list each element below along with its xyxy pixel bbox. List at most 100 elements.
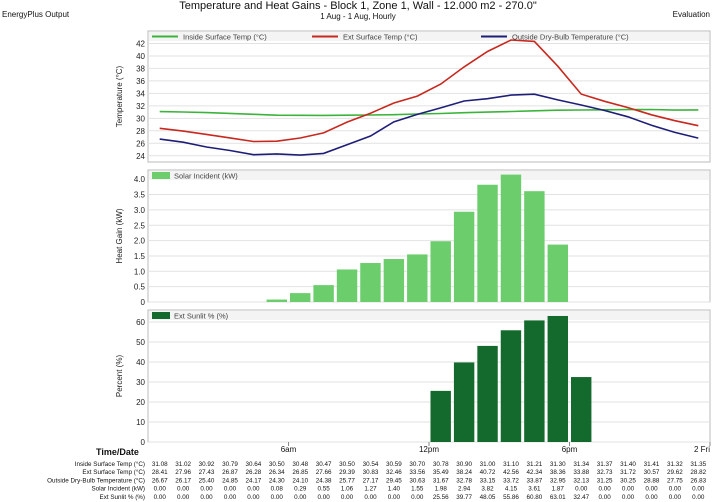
plot-area bbox=[147, 309, 711, 443]
table-cell: 32.78 bbox=[456, 477, 472, 484]
table-cell: 25.40 bbox=[199, 477, 215, 484]
table-cell: 0.00 bbox=[200, 486, 213, 493]
table-cell: 38.24 bbox=[456, 469, 472, 476]
y-tick-label: 3.0 bbox=[134, 206, 146, 215]
y-tick-label: 30 bbox=[136, 378, 145, 387]
table-cell: 24.30 bbox=[269, 477, 285, 484]
table-cell: 26.85 bbox=[292, 469, 308, 476]
bar bbox=[313, 285, 334, 302]
legend-entry: Solar Incident (kW) bbox=[174, 172, 238, 181]
table-cell: 31.40 bbox=[620, 461, 636, 468]
y-tick-label: 4.0 bbox=[134, 175, 146, 184]
table-cell: 0.00 bbox=[154, 486, 167, 493]
y-tick-label: 28 bbox=[136, 127, 145, 136]
panel-1: 24 26 28 30 32 34 36 38 40 42 Temperature (°C) Insi… bbox=[115, 30, 711, 163]
x-tick-label: 2 Fri bbox=[694, 445, 710, 454]
bar bbox=[524, 191, 545, 302]
table-row-label: Inside Surface Temp (°C) bbox=[75, 460, 145, 468]
table-cell: 39.77 bbox=[456, 494, 472, 501]
table-cell: 0.00 bbox=[598, 486, 611, 493]
bar bbox=[290, 293, 311, 302]
table-cell: 28.88 bbox=[644, 477, 660, 484]
bar bbox=[336, 269, 358, 302]
table-cell: 42.34 bbox=[526, 469, 542, 476]
y-tick-label: 24 bbox=[136, 152, 145, 161]
table-cell: 31.02 bbox=[175, 461, 191, 468]
y-tick-label: 40 bbox=[136, 358, 145, 367]
y-tick-label: 0 bbox=[141, 298, 146, 307]
chart-title: Temperature and Heat Gains - Block 1, Zo… bbox=[179, 0, 537, 12]
bar bbox=[547, 244, 568, 302]
panel-3: 0 10 20 30 40 50 60 Percent (%) Ext Sunlit % (%) bbox=[115, 309, 711, 447]
legend-entry: Ext Surface Temp (°C) bbox=[343, 33, 418, 42]
table-cell: 25.77 bbox=[339, 477, 355, 484]
table-cell: 32.13 bbox=[573, 477, 589, 484]
table-cell: 31.67 bbox=[433, 477, 449, 484]
table-cell: 31.30 bbox=[550, 461, 566, 468]
y-tick-label: 32 bbox=[136, 102, 145, 111]
y-tick-label: 40 bbox=[136, 52, 145, 61]
table-cell: 0.00 bbox=[622, 486, 635, 493]
table-cell: 0.00 bbox=[154, 494, 167, 501]
table-cell: 28.41 bbox=[152, 469, 168, 476]
table-cell: 26.17 bbox=[175, 477, 191, 484]
x-axis-label: Time/Date bbox=[96, 447, 139, 457]
table-cell: 0.00 bbox=[271, 494, 284, 501]
table-cell: 31.21 bbox=[526, 461, 542, 468]
table-cell: 0.00 bbox=[247, 486, 260, 493]
legend-entry: Outside Dry-Bulb Temperature (°C) bbox=[512, 33, 629, 42]
table-cell: 27.66 bbox=[316, 469, 332, 476]
table-cell: 27.96 bbox=[175, 469, 191, 476]
table-cell: 29.62 bbox=[667, 469, 683, 476]
y-tick-label: 20 bbox=[136, 398, 145, 407]
legend-entry: Ext Sunlit % (%) bbox=[174, 312, 229, 321]
table-cell: 31.35 bbox=[690, 461, 706, 468]
table-row-label: Solar Incident (kW) bbox=[91, 486, 145, 493]
table-cell: 33.56 bbox=[409, 469, 425, 476]
table-cell: 31.34 bbox=[573, 461, 589, 468]
table-cell: 24.17 bbox=[245, 477, 261, 484]
table-cell: 31.10 bbox=[503, 461, 519, 468]
table-cell: 30.48 bbox=[292, 461, 308, 468]
bar bbox=[571, 377, 592, 442]
table-cell: 4.15 bbox=[505, 486, 518, 493]
table-cell: 0.00 bbox=[224, 486, 237, 493]
table-cell: 30.92 bbox=[199, 461, 215, 468]
evaluation-label: Evaluation bbox=[672, 10, 710, 19]
table-cell: 32.73 bbox=[597, 469, 613, 476]
table-cell: 25.56 bbox=[433, 494, 449, 501]
legend: Solar Incident (kW) bbox=[149, 171, 709, 181]
y-tick-label: 3.5 bbox=[134, 191, 146, 200]
table-row-label: Ext Surface Temp (°C) bbox=[82, 468, 145, 476]
table-cell: 32.46 bbox=[386, 469, 402, 476]
table-cell: 0.00 bbox=[341, 494, 354, 501]
table-cell: 26.67 bbox=[152, 477, 168, 484]
y-tick-label: 0.5 bbox=[134, 283, 146, 292]
table-cell: 29.39 bbox=[339, 469, 355, 476]
table-cell: 31.00 bbox=[480, 461, 496, 468]
table-cell: 30.59 bbox=[386, 461, 402, 468]
table-cell: 3.82 bbox=[481, 486, 494, 493]
table-cell: 31.72 bbox=[620, 469, 636, 476]
table-cell: 30.25 bbox=[620, 477, 636, 484]
table-cell: 0.00 bbox=[247, 494, 260, 501]
table-cell: 1.27 bbox=[364, 486, 377, 493]
y-tick-label: 60 bbox=[136, 318, 145, 327]
y-tick-label: 2.0 bbox=[134, 237, 146, 246]
table-cell: 30.90 bbox=[456, 461, 472, 468]
table-cell: 26.34 bbox=[269, 469, 285, 476]
table-cell: 0.00 bbox=[575, 486, 588, 493]
y-tick-label: 36 bbox=[136, 77, 145, 86]
bar bbox=[360, 263, 381, 302]
y-tick-label: 34 bbox=[136, 89, 145, 98]
table-cell: 31.25 bbox=[597, 477, 613, 484]
series-line bbox=[159, 108, 699, 117]
table-cell: 0.00 bbox=[200, 494, 213, 501]
legend-band bbox=[149, 171, 709, 180]
table-cell: 24.38 bbox=[316, 477, 332, 484]
table-cell: 30.78 bbox=[433, 461, 449, 468]
y-tick-label: 2.5 bbox=[134, 221, 146, 230]
legend-swatch bbox=[152, 172, 170, 179]
y-tick-label: 30 bbox=[136, 114, 145, 123]
table-cell: 0.00 bbox=[645, 494, 658, 501]
